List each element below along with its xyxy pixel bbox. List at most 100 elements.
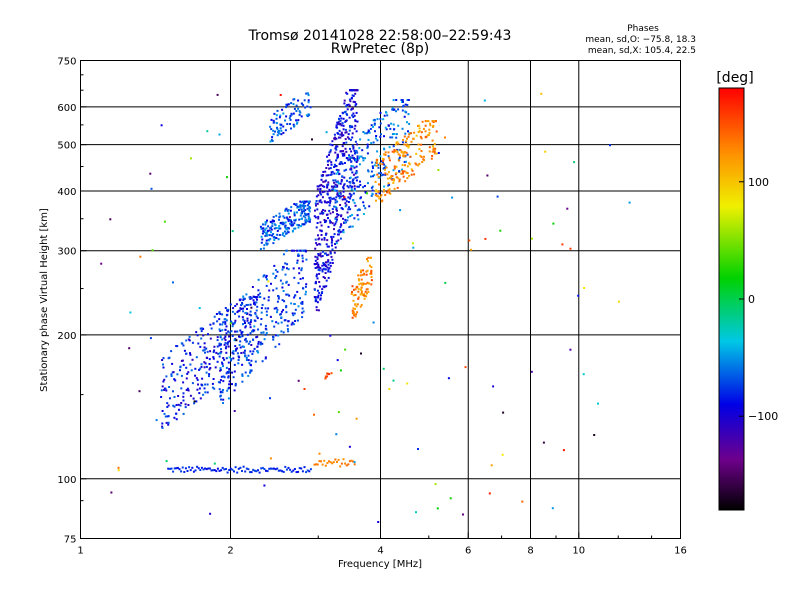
data-point: [283, 216, 286, 219]
data-point: [375, 164, 378, 167]
data-point: [225, 345, 228, 348]
data-point: [290, 112, 293, 115]
data-point: [319, 267, 322, 270]
data-point: [273, 227, 276, 230]
data-point: [328, 219, 331, 222]
data-point: [352, 173, 355, 176]
data-point: [367, 170, 370, 173]
data-point: [316, 258, 319, 261]
data-point: [314, 296, 317, 298]
data-point: [249, 310, 252, 313]
data-point: [206, 383, 209, 386]
data-point: [220, 375, 223, 378]
data-point: [329, 143, 332, 146]
data-point: [264, 223, 267, 226]
data-point: [354, 176, 357, 179]
data-point: [316, 202, 319, 205]
data-point: [221, 338, 224, 341]
data-point: [363, 132, 366, 135]
data-point: [241, 363, 244, 366]
data-point: [382, 160, 385, 163]
data-point: [262, 227, 265, 230]
data-point: [428, 146, 431, 149]
data-point: [348, 192, 351, 195]
data-point: [397, 153, 400, 156]
data-point: [397, 124, 400, 127]
data-point: [266, 231, 269, 234]
data-point: [343, 152, 346, 155]
data-point: [348, 206, 350, 209]
data-point: [109, 218, 112, 221]
y-tick-label: 600: [57, 103, 76, 114]
data-point: [328, 204, 331, 207]
data-point: [340, 179, 343, 181]
data-point: [326, 155, 329, 158]
data-point: [334, 243, 337, 245]
data-point: [421, 120, 424, 123]
scatter-points: [100, 89, 631, 523]
data-point: [307, 113, 310, 116]
data-point: [374, 137, 377, 140]
data-point: [341, 145, 344, 148]
data-point: [307, 99, 310, 102]
data-point: [352, 199, 355, 202]
data-point: [313, 215, 316, 218]
data-point: [245, 359, 248, 361]
data-point: [577, 294, 580, 297]
data-point: [351, 291, 353, 293]
data-point: [334, 217, 337, 220]
data-point: [259, 323, 262, 326]
data-point: [339, 192, 342, 195]
data-point: [355, 103, 358, 106]
data-point: [225, 357, 228, 360]
data-point: [278, 218, 280, 221]
data-point: [172, 281, 174, 284]
data-point: [344, 131, 347, 134]
data-point: [197, 467, 200, 470]
data-point: [220, 469, 223, 472]
data-point: [367, 182, 369, 185]
data-point: [254, 303, 257, 306]
data-point: [293, 219, 296, 222]
data-point: [286, 293, 289, 296]
data-point: [128, 347, 131, 350]
data-point: [420, 137, 423, 140]
data-point: [218, 311, 221, 314]
data-point: [341, 122, 344, 125]
data-point: [423, 155, 425, 158]
data-point: [401, 109, 404, 112]
data-point: [384, 172, 387, 175]
data-point: [251, 286, 254, 288]
data-point: [425, 120, 428, 123]
data-point: [303, 202, 305, 204]
data-point: [165, 421, 168, 424]
data-point: [325, 265, 327, 268]
data-point: [250, 471, 253, 474]
data-point: [151, 249, 154, 252]
data-point: [300, 225, 302, 228]
data-point: [319, 229, 322, 232]
data-point: [379, 122, 382, 125]
data-point: [117, 466, 120, 469]
data-point: [227, 345, 230, 348]
data-point: [298, 224, 300, 227]
data-point: [408, 144, 411, 147]
data-point: [451, 196, 454, 199]
data-point: [117, 469, 120, 472]
data-point: [199, 367, 202, 370]
data-point: [336, 184, 339, 187]
data-point: [315, 226, 318, 229]
data-point: [398, 180, 401, 183]
data-point: [562, 449, 565, 452]
data-point: [222, 357, 225, 359]
data-point: [272, 233, 275, 235]
data-point: [278, 234, 281, 236]
data-point: [182, 395, 185, 398]
legend-line-x: mean, sd,X: 105.4, 22.5: [588, 46, 696, 56]
data-point: [326, 213, 329, 216]
data-point: [215, 351, 218, 354]
data-point: [167, 467, 170, 470]
data-point: [300, 102, 303, 105]
data-point: [331, 239, 334, 242]
data-point: [249, 371, 251, 374]
